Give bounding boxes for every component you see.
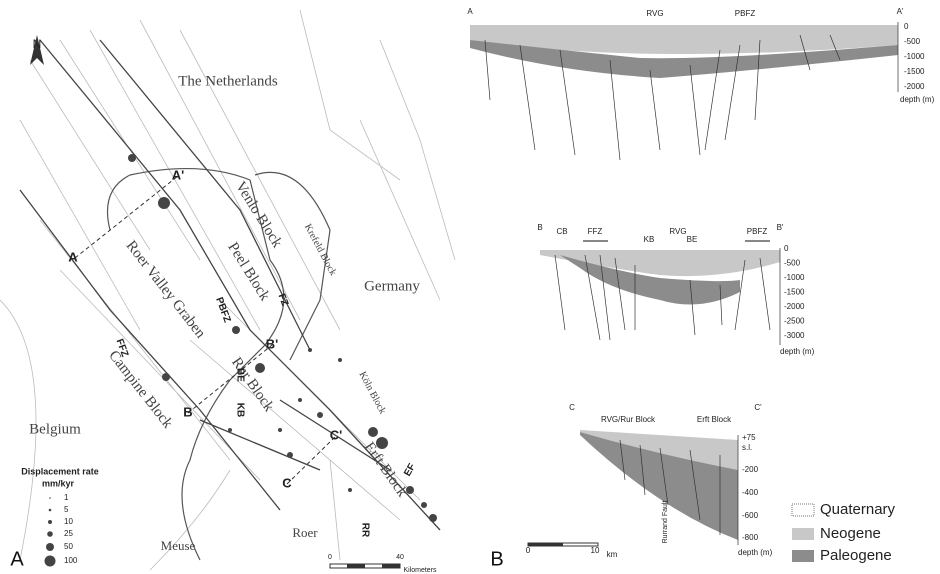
section-end: C' (754, 403, 762, 412)
section-end: A' (172, 167, 184, 182)
depth-tick: -200 (742, 465, 759, 474)
axis-title: depth (m) (780, 347, 815, 356)
legend-item: 25 (64, 529, 73, 538)
scale-label: 40 (396, 554, 404, 561)
section-c (528, 430, 738, 546)
country: Belgium (29, 421, 81, 437)
section-label: BE (687, 235, 698, 244)
depth-tick: 0 (904, 22, 909, 31)
legend-label: Paleogene (820, 547, 892, 564)
section-end: C' (330, 427, 342, 442)
depth-tick: -500 (784, 259, 801, 268)
scale-label: km (607, 550, 618, 559)
scale-label: Kilometers (403, 567, 437, 574)
fault-name: PBFZ (213, 296, 232, 324)
section-b (540, 241, 780, 345)
country: Germany (364, 278, 420, 294)
north-label: N (33, 37, 42, 51)
section-end: A' (897, 7, 904, 16)
axis-title: depth (m) (738, 548, 773, 557)
legend-item: 50 (64, 542, 73, 551)
depth-tick: -600 (742, 511, 759, 520)
fault-name: BE (234, 368, 245, 382)
block-name: Köln Block (356, 370, 387, 416)
legend-item: 5 (64, 505, 69, 514)
section-end: C (282, 475, 292, 490)
section-end: C (569, 403, 575, 412)
scale-label: 0 (328, 554, 332, 561)
depth-tick: -1500 (904, 67, 925, 76)
legend-title: Displacement rate (21, 466, 99, 476)
panel-label: A (10, 548, 24, 570)
legend (792, 504, 814, 562)
fault-name: EF (402, 462, 418, 479)
depth-tick: +75 (742, 433, 756, 442)
fault-label: Rurrand Fault (662, 501, 669, 544)
fault-name: RR (359, 523, 370, 538)
section-end: B (183, 404, 192, 419)
section-label: Erft Block (697, 415, 732, 424)
depth-tick: -2000 (784, 302, 805, 311)
depth-tick: -1000 (904, 52, 925, 61)
depth-tick: -2500 (784, 317, 805, 326)
fault-name: KB (234, 403, 245, 417)
depth-tick: s.l. (742, 443, 752, 452)
section-label: RVG (669, 227, 686, 236)
section-label: CB (556, 227, 567, 236)
block-name: Venlo Block (232, 179, 285, 251)
legend-label: Quaternary (820, 501, 896, 518)
section-end: B' (777, 223, 784, 232)
panel-label: B (490, 548, 503, 570)
scale-label: 0 (526, 546, 531, 555)
river: Roer (292, 525, 318, 540)
depth-tick: -2000 (904, 82, 925, 91)
section-end: A (68, 249, 78, 264)
scale-bar (330, 564, 400, 568)
block-name: Campine Block (105, 348, 176, 432)
legend-item: 1 (64, 493, 69, 502)
depth-tick: -3000 (784, 331, 805, 340)
section-a (470, 22, 898, 160)
section-label: PBFZ (747, 227, 768, 236)
depth-tick: 0 (784, 244, 789, 253)
axis-title: depth (m) (900, 95, 935, 104)
depth-tick: -1000 (784, 273, 805, 282)
country: The Netherlands (178, 73, 278, 89)
section-label: PBFZ (735, 9, 756, 18)
section-end: B (537, 223, 542, 232)
depth-tick: -500 (904, 37, 921, 46)
section-label: FFZ (588, 227, 603, 236)
figure: A B N The Netherlands Germany Belgium Venlo Bl… (0, 0, 940, 574)
legend-label: Neogene (820, 525, 881, 542)
block-name: Peel Block (224, 240, 272, 304)
section-end: B' (266, 336, 278, 351)
legend-item: 10 (64, 517, 73, 526)
scale-bar-fill (528, 543, 563, 546)
section-end: A (467, 7, 473, 16)
legend-unit: mm/kyr (42, 478, 75, 488)
section-label: RVG (646, 9, 663, 18)
depth-tick: -400 (742, 488, 759, 497)
legend-symbols (45, 497, 56, 566)
section-label: KB (644, 235, 655, 244)
depth-tick: -1500 (784, 288, 805, 297)
scale-label: 10 (591, 546, 600, 555)
section-label: RVG/Rur Block (601, 415, 656, 424)
depth-tick: -800 (742, 533, 759, 542)
legend-item: 100 (64, 556, 78, 565)
river: Meuse (161, 538, 196, 553)
